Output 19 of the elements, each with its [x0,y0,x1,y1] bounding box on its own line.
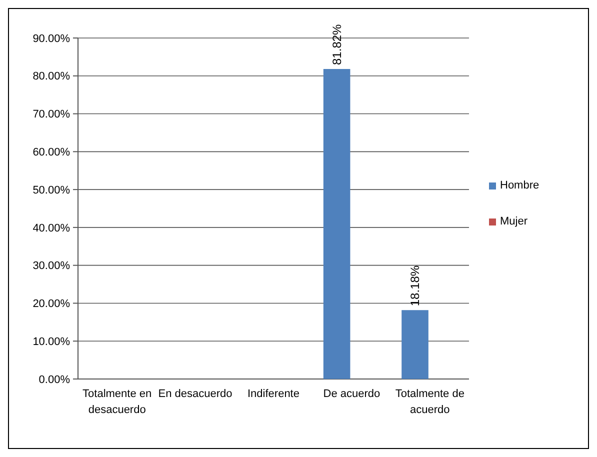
y-tick-label: 30.00% [32,260,70,272]
legend-label: Mujer [500,216,528,228]
y-tick-label: 60.00% [32,146,70,159]
x-tick-label: De acuerdo [323,388,380,400]
y-tick-label: 0.00% [38,374,70,386]
legend-label: Hombre [500,180,540,192]
y-tick-label: 70.00% [32,108,70,121]
x-tick-label: Totalmente de acuerdo [395,388,464,416]
data-label: 18.18% [408,265,422,306]
y-tick-label: 80.00% [32,70,70,83]
y-tick-label: 20.00% [32,298,70,310]
y-tick-label: 10.00% [32,336,70,348]
data-label: 81.82% [330,24,344,65]
y-tick-label: 90.00% [32,32,70,45]
y-tick-label: 40.00% [32,222,70,234]
x-tick-label: Indiferente [248,388,300,400]
x-tick-label: En desacuerdo [158,388,232,400]
y-tick-label: 50.00% [32,184,70,196]
x-tick-label: Totalmente en desacuerdo [82,388,152,416]
